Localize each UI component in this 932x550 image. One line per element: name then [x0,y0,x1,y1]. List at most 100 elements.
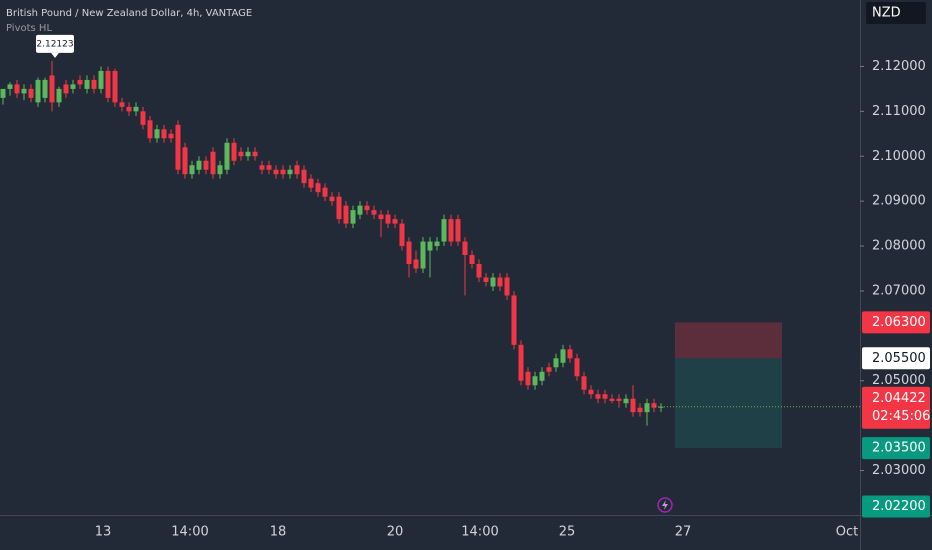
candle-body [525,371,531,386]
candle-body [518,344,524,381]
candle-body [21,88,27,94]
candle-body [357,205,363,215]
candle-body [434,241,440,247]
y-tick-label: 2.09000 [872,194,926,209]
candle-body [63,84,69,94]
candle-body [336,196,342,220]
candle-body [238,151,244,157]
bottom-badge-label: 2.02200 [872,499,926,514]
candle-body [574,358,580,377]
bottom-badge [862,495,930,518]
lightning-icon[interactable] [657,497,673,513]
candle-body [546,367,552,372]
candle-body [616,398,622,401]
candle-body [322,187,328,197]
candle-body [595,394,601,399]
candle-body [462,241,468,256]
candle-body [105,70,111,98]
x-tick-label: 20 [387,525,404,540]
candle-body [539,371,545,381]
candle-body [532,376,538,386]
candle-body [301,169,307,184]
candle-body [42,79,48,98]
lightning-glyph [662,500,668,510]
candle-body [70,84,76,89]
candle-body [245,151,251,157]
candle-body [448,219,454,242]
candle-body [259,165,265,170]
candle-body [350,210,356,224]
candle-body [308,178,314,188]
candle-body [273,169,279,175]
candle-body [427,241,433,251]
candle-body [504,277,510,296]
y-tick-label: 2.03000 [872,463,926,478]
candle-body [483,277,489,282]
candle-body [567,349,573,359]
candle-body [231,142,237,161]
candle-body [469,255,475,265]
candle-body [399,223,405,247]
x-tick-label: 27 [675,525,692,540]
x-tick-label: Oct [836,525,858,540]
target-zone [675,358,782,449]
candle-body [203,160,209,170]
pivot-pointer [51,52,59,58]
candle-body [511,295,517,345]
y-tick-label: 2.07000 [872,283,926,298]
candle-body [406,241,412,265]
candle-body [378,214,384,220]
candle-body [133,106,139,112]
candle-body [581,376,587,390]
candle-body [497,277,503,287]
candle-body [224,142,230,170]
candle-body [651,403,657,408]
x-tick-label: 18 [270,525,287,540]
candle-body [217,165,223,175]
candle-body [644,403,650,413]
stop-badge-label: 2.06300 [872,315,926,330]
y-tick-label: 2.10000 [872,149,926,164]
candle-body [266,165,272,170]
candle-body [35,79,41,103]
candle-body [126,106,132,112]
y-tick-label: 2.05000 [872,373,926,388]
candle-body [385,214,391,224]
candle-body [315,183,321,193]
candle-body [161,129,167,139]
candle-body [441,219,447,242]
chart-title: British Pound / New Zealand Dollar, 4h, … [6,8,252,19]
candle-body [329,196,335,202]
x-tick-label: 14:00 [171,525,208,540]
entry-badge-label: 2.05500 [872,351,926,366]
candle-body [0,88,6,98]
candle-body [140,111,146,125]
candle-body [623,398,629,404]
candle-body [490,277,496,287]
candle-body [77,79,83,85]
candle-body [343,205,349,224]
candle-body [98,70,104,89]
candle-body [56,88,62,103]
candle-body [455,219,461,242]
candle-body [413,259,419,269]
candle-body [364,205,370,211]
candle-body [420,241,426,269]
candle-body [84,79,90,89]
candle-body [112,70,118,103]
candle-body [294,165,300,175]
countdown-label: 02:45:06 [872,409,930,424]
pivot-box [36,34,74,53]
last-price-label: 2.04422 [872,391,926,406]
candle-body [602,394,608,399]
candle-body [14,84,20,94]
currency-badge [866,2,926,24]
candle-body [560,349,566,363]
stop-badge [862,311,930,334]
candle-body [182,147,188,175]
y-tick-label: 2.11000 [872,104,926,119]
candle-body [553,358,559,368]
candle-body [175,124,181,170]
